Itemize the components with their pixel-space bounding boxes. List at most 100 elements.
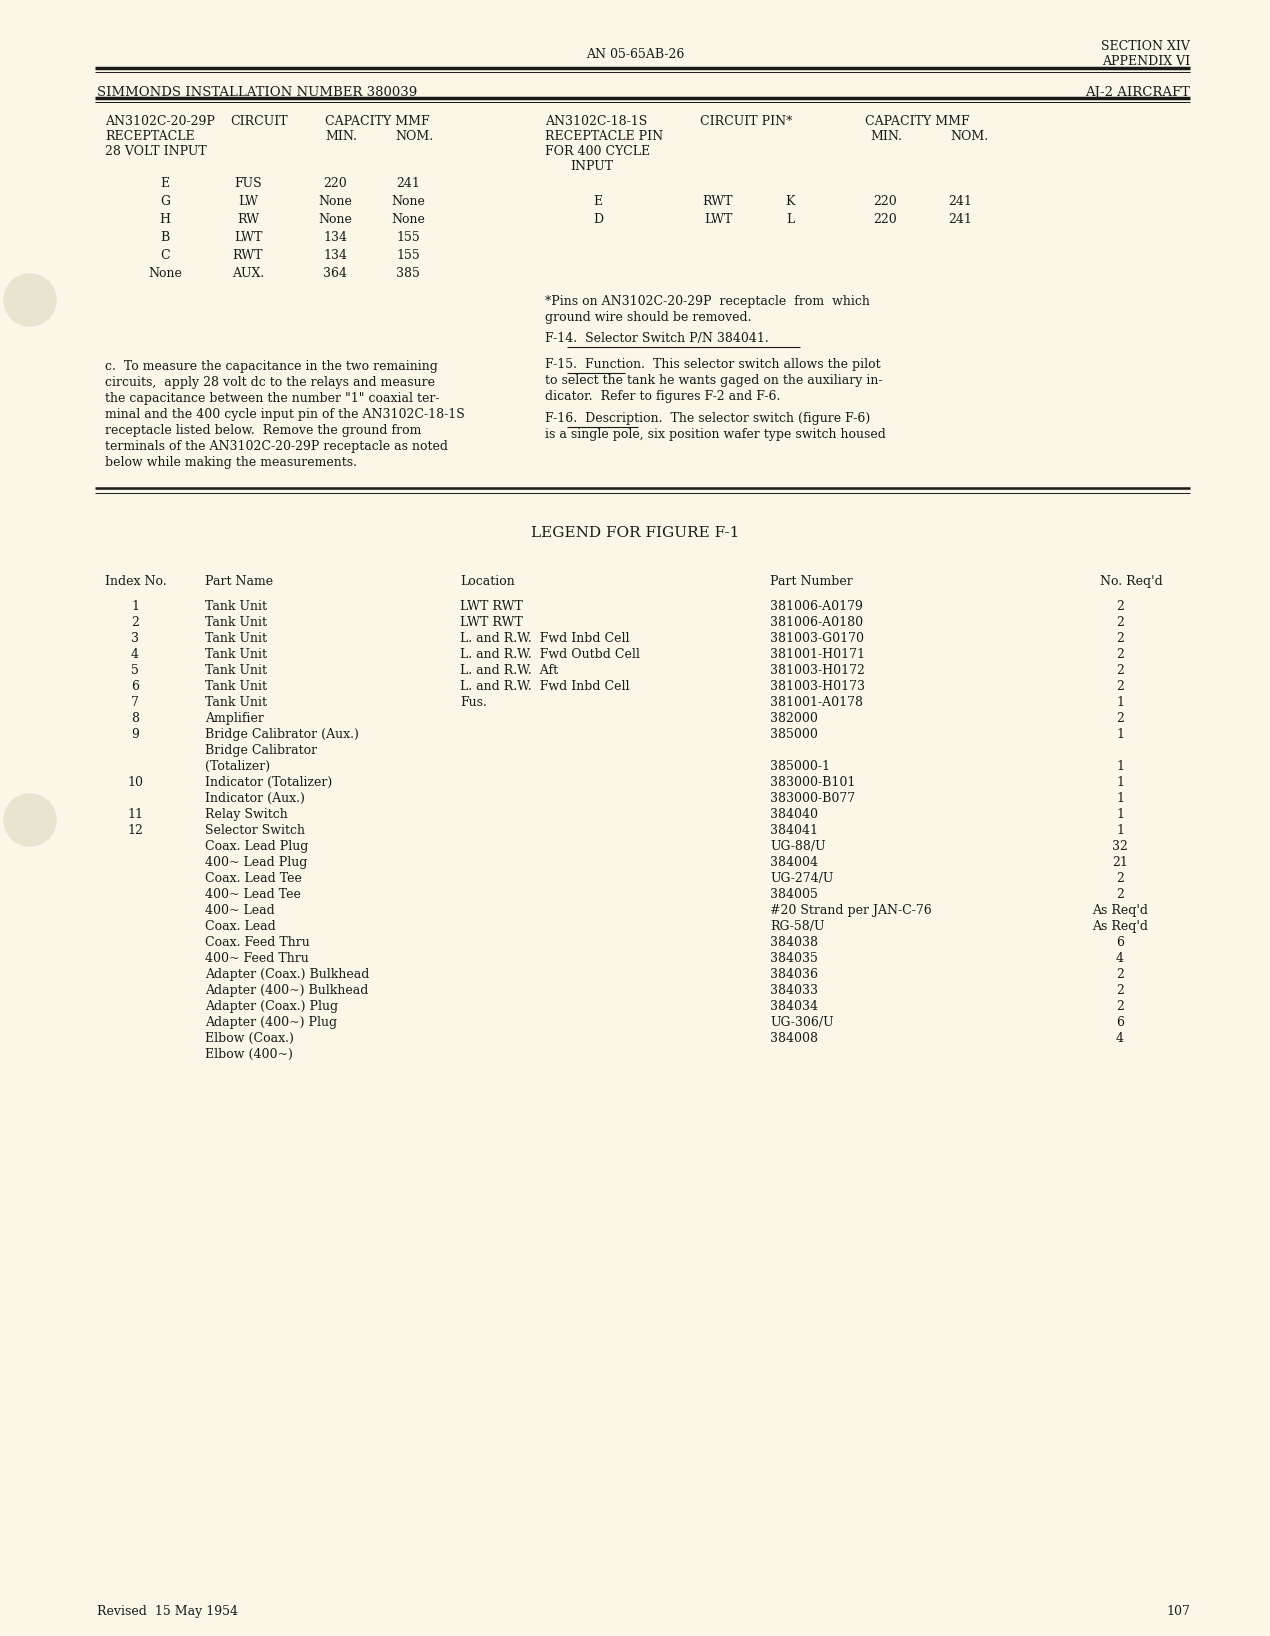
Text: None: None (391, 213, 425, 226)
Text: NOM.: NOM. (395, 129, 433, 142)
Text: G: G (160, 195, 170, 208)
Text: Adapter (Coax.) Plug: Adapter (Coax.) Plug (204, 1000, 338, 1013)
Text: LWT RWT: LWT RWT (460, 617, 523, 628)
Text: C: C (160, 249, 170, 262)
Text: No. Req'd: No. Req'd (1100, 574, 1163, 587)
Text: Revised  15 May 1954: Revised 15 May 1954 (97, 1605, 237, 1618)
Text: Adapter (Coax.) Bulkhead: Adapter (Coax.) Bulkhead (204, 969, 370, 982)
Text: H: H (160, 213, 170, 226)
Text: 1: 1 (1116, 728, 1124, 741)
Circle shape (4, 273, 56, 326)
Text: F-14.  Selector Switch P/N 384041.: F-14. Selector Switch P/N 384041. (545, 332, 768, 345)
Text: INPUT: INPUT (570, 160, 613, 173)
Text: D: D (593, 213, 603, 226)
Text: RECEPTACLE: RECEPTACLE (105, 129, 194, 142)
Text: L: L (786, 213, 794, 226)
Text: Amplifier: Amplifier (204, 712, 264, 725)
Text: 2: 2 (1116, 969, 1124, 982)
Text: Coax. Feed Thru: Coax. Feed Thru (204, 936, 310, 949)
Text: 6: 6 (131, 681, 138, 694)
Text: 155: 155 (396, 249, 420, 262)
Text: 134: 134 (323, 249, 347, 262)
Text: 8: 8 (131, 712, 138, 725)
Text: 384038: 384038 (770, 936, 818, 949)
Text: 382000: 382000 (770, 712, 818, 725)
Text: 2: 2 (131, 617, 138, 628)
Text: Part Number: Part Number (770, 574, 852, 587)
Text: Relay Switch: Relay Switch (204, 808, 288, 821)
Text: 10: 10 (127, 775, 144, 789)
Text: 1: 1 (1116, 792, 1124, 805)
Text: Indicator (Aux.): Indicator (Aux.) (204, 792, 305, 805)
Text: 155: 155 (396, 231, 420, 244)
Text: below while making the measurements.: below while making the measurements. (105, 456, 357, 470)
Text: 28 VOLT INPUT: 28 VOLT INPUT (105, 146, 207, 159)
Text: L. and R.W.  Fwd Inbd Cell: L. and R.W. Fwd Inbd Cell (460, 681, 630, 694)
Text: 4: 4 (131, 648, 138, 661)
Text: None: None (318, 195, 352, 208)
Text: UG-274/U: UG-274/U (770, 872, 833, 885)
Text: 2: 2 (1116, 872, 1124, 885)
Text: 2: 2 (1116, 631, 1124, 645)
Text: 383000-B077: 383000-B077 (770, 792, 855, 805)
Text: L. and R.W.  Fwd Inbd Cell: L. and R.W. Fwd Inbd Cell (460, 631, 630, 645)
Text: 2: 2 (1116, 617, 1124, 628)
Text: None: None (318, 213, 352, 226)
Text: 384035: 384035 (770, 952, 818, 965)
Text: As Req'd: As Req'd (1092, 919, 1148, 933)
Text: Tank Unit: Tank Unit (204, 664, 267, 677)
Text: 400~ Lead Tee: 400~ Lead Tee (204, 888, 301, 901)
Text: AN3102C-20-29P: AN3102C-20-29P (105, 115, 215, 128)
Text: CIRCUIT PIN*: CIRCUIT PIN* (700, 115, 792, 128)
Text: 4: 4 (1116, 952, 1124, 965)
Text: Location: Location (460, 574, 514, 587)
Text: B: B (160, 231, 170, 244)
Text: 2: 2 (1116, 712, 1124, 725)
Text: UG-306/U: UG-306/U (770, 1016, 833, 1029)
Text: MIN.: MIN. (870, 129, 902, 142)
Text: Selector Switch: Selector Switch (204, 825, 305, 838)
Text: 384040: 384040 (770, 808, 818, 821)
Text: LWT: LWT (704, 213, 733, 226)
Text: Coax. Lead: Coax. Lead (204, 919, 276, 933)
Circle shape (4, 793, 56, 846)
Text: Adapter (400~) Bulkhead: Adapter (400~) Bulkhead (204, 983, 368, 996)
Text: 2: 2 (1116, 648, 1124, 661)
Text: circuits,  apply 28 volt dc to the relays and measure: circuits, apply 28 volt dc to the relays… (105, 376, 436, 389)
Text: 220: 220 (874, 195, 897, 208)
Text: UG-88/U: UG-88/U (770, 839, 826, 852)
Text: 400~ Lead Plug: 400~ Lead Plug (204, 856, 307, 869)
Text: SECTION XIV: SECTION XIV (1101, 39, 1190, 52)
Text: Index No.: Index No. (105, 574, 166, 587)
Text: 241: 241 (949, 195, 972, 208)
Text: 1: 1 (1116, 761, 1124, 772)
Text: 385: 385 (396, 267, 420, 280)
Text: 3: 3 (131, 631, 138, 645)
Text: 1: 1 (1116, 695, 1124, 708)
Text: 385000: 385000 (770, 728, 818, 741)
Text: receptacle listed below.  Remove the ground from: receptacle listed below. Remove the grou… (105, 424, 422, 437)
Text: minal and the 400 cycle input pin of the AN3102C-18-1S: minal and the 400 cycle input pin of the… (105, 407, 465, 420)
Text: Bridge Calibrator: Bridge Calibrator (204, 744, 318, 757)
Text: ground wire should be removed.: ground wire should be removed. (545, 311, 752, 324)
Text: 4: 4 (1116, 1032, 1124, 1045)
Text: 12: 12 (127, 825, 144, 838)
Text: NOM.: NOM. (950, 129, 988, 142)
Text: AUX.: AUX. (232, 267, 264, 280)
Text: 241: 241 (396, 177, 420, 190)
Text: CIRCUIT: CIRCUIT (230, 115, 287, 128)
Text: 381003-H0172: 381003-H0172 (770, 664, 865, 677)
Text: LEGEND FOR FIGURE F-1: LEGEND FOR FIGURE F-1 (531, 527, 739, 540)
Text: is a single pole, six position wafer type switch housed: is a single pole, six position wafer typ… (545, 429, 886, 442)
Text: F-16.  Description.  The selector switch (figure F-6): F-16. Description. The selector switch (… (545, 412, 870, 425)
Text: K: K (785, 195, 795, 208)
Text: dicator.  Refer to figures F-2 and F-6.: dicator. Refer to figures F-2 and F-6. (545, 389, 780, 402)
Text: 381001-H0171: 381001-H0171 (770, 648, 865, 661)
Text: 6: 6 (1116, 1016, 1124, 1029)
Text: FUS: FUS (234, 177, 262, 190)
Text: As Req'd: As Req'd (1092, 905, 1148, 918)
Text: Coax. Lead Tee: Coax. Lead Tee (204, 872, 302, 885)
Text: Coax. Lead Plug: Coax. Lead Plug (204, 839, 309, 852)
Text: RECEPTACLE PIN: RECEPTACLE PIN (545, 129, 663, 142)
Text: 384005: 384005 (770, 888, 818, 901)
